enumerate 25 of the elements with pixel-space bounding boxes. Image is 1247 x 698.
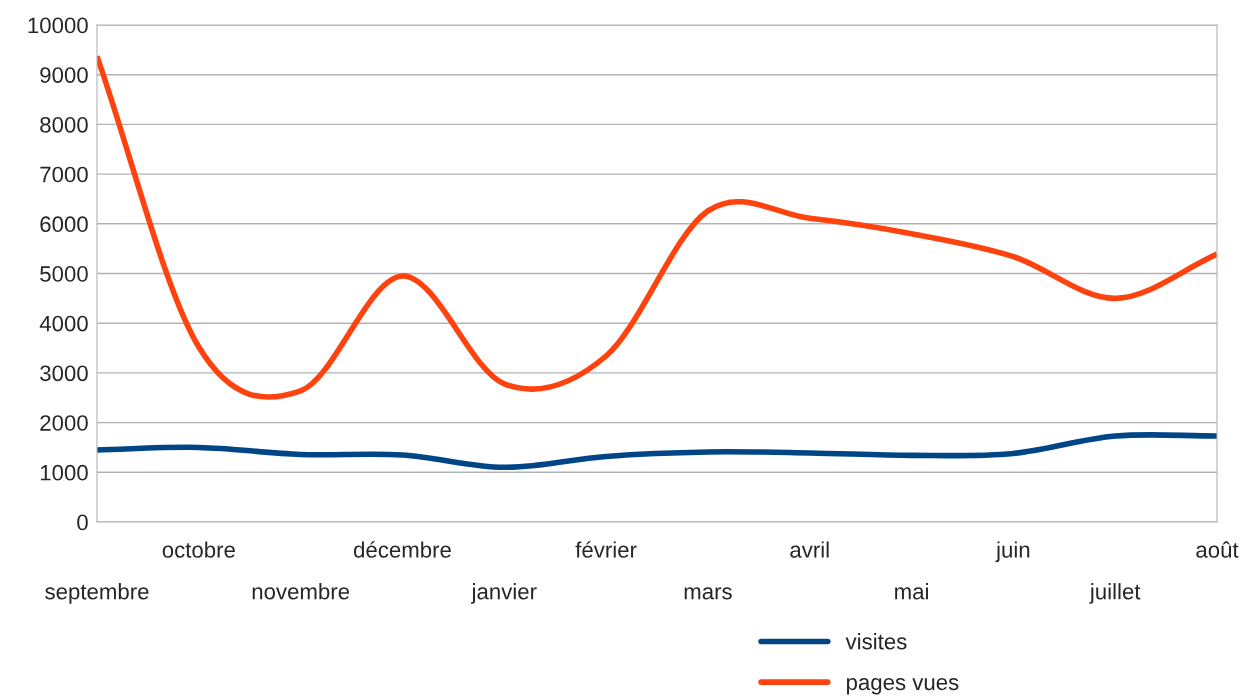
y-tick-label: 3000 [40, 365, 88, 382]
legend-label: pages vues [846, 677, 959, 695]
y-tick-label: 8000 [40, 116, 88, 133]
x-tick-label: juin [995, 541, 1030, 563]
x-tick-label: janvier [471, 583, 537, 604]
y-tick-label: 4000 [39, 315, 88, 332]
x-tick-label: novembre [252, 583, 350, 600]
y-tick-label: 5000 [40, 266, 88, 282]
x-tick-label: décembre [353, 541, 451, 558]
x-tick-label: septembre [45, 583, 149, 604]
x-tick-label: octobre [162, 541, 235, 558]
y-tick-label: 6000 [40, 216, 88, 233]
y-tick-label: 0 [77, 514, 88, 531]
y-tick-label: 2000 [40, 415, 88, 431]
x-tick-label: février [575, 541, 637, 558]
y-tick-label: 7000 [40, 166, 88, 183]
y-tick-label: 1000 [40, 464, 88, 481]
x-tick-label: mai [895, 583, 928, 600]
legend-label: visites [845, 633, 907, 650]
x-tick-label: août [1196, 541, 1239, 558]
x-tick-label: mars [684, 587, 732, 600]
x-tick-label: avril [790, 541, 829, 558]
x-tick-label: juillet [1089, 583, 1141, 604]
y-tick-label: 10000 [28, 17, 88, 34]
y-tick-label: 9000 [40, 67, 88, 83]
